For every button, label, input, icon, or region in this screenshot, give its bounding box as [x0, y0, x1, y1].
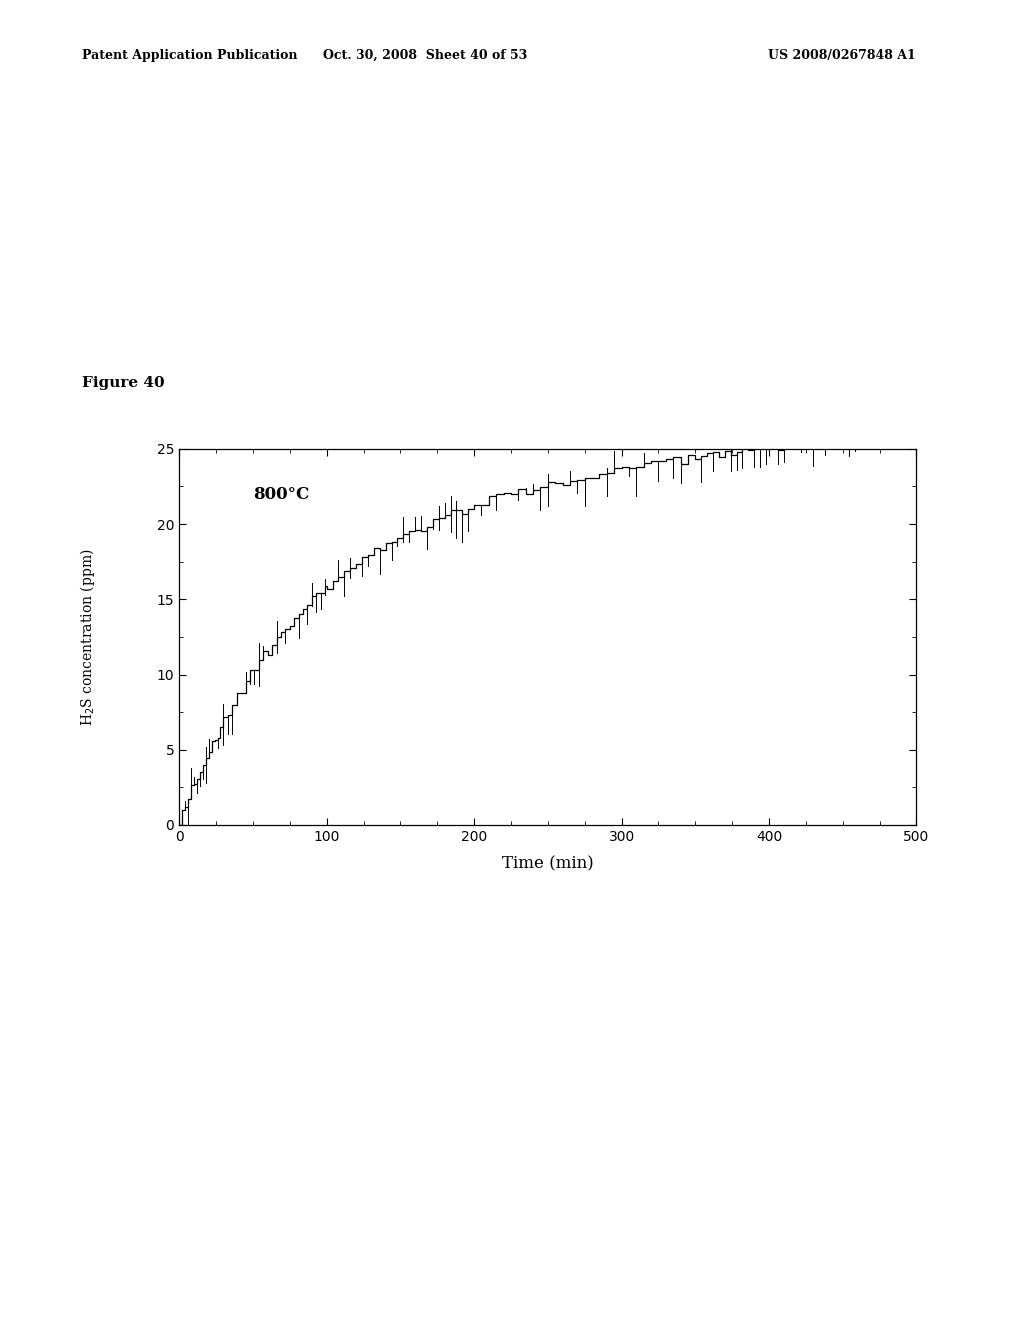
Text: 800°C: 800°C	[253, 487, 309, 503]
Text: US 2008/0267848 A1: US 2008/0267848 A1	[768, 49, 915, 62]
Text: H$_2$S concentration (ppm): H$_2$S concentration (ppm)	[78, 548, 96, 726]
Text: Oct. 30, 2008  Sheet 40 of 53: Oct. 30, 2008 Sheet 40 of 53	[323, 49, 527, 62]
X-axis label: Time (min): Time (min)	[502, 855, 594, 873]
Text: Patent Application Publication: Patent Application Publication	[82, 49, 297, 62]
Text: Figure 40: Figure 40	[82, 376, 165, 391]
